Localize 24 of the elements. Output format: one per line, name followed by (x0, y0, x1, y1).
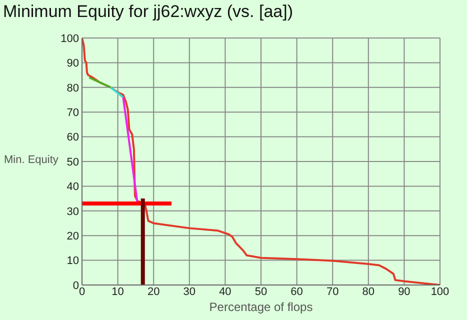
y-tick-label: 50 (66, 156, 79, 168)
y-tick-label: 30 (66, 206, 79, 218)
y-tick-label: 80 (66, 82, 79, 94)
y-tick-label: 40 (66, 181, 79, 194)
x-tick-label: 60 (290, 286, 303, 298)
y-tick-label: 10 (66, 255, 79, 268)
x-tick-label: 50 (254, 286, 268, 298)
y-tick-label: 20 (66, 230, 79, 243)
x-axis-title: Percentage of flops (208, 300, 314, 314)
x-tick-label: 40 (219, 286, 232, 298)
x-tick-label: 80 (362, 286, 375, 298)
x-tick-label: 10 (112, 286, 124, 298)
x-tick-label: 30 (183, 286, 196, 298)
line-series (82, 38, 440, 285)
x-tick-label: 100 (430, 286, 450, 298)
y-tick-label: 90 (66, 58, 79, 70)
y-tick-label: 70 (66, 107, 79, 120)
x-tick-label: 20 (147, 286, 160, 298)
chart-title: Minimum Equity for jj62:wxyz (vs. [aa]) (3, 2, 294, 22)
y-tick-label: 60 (66, 132, 79, 144)
y-axis-title: Min. Equity (4, 154, 58, 166)
y-tick-label: 100 (60, 32, 79, 45)
x-tick-label: 70 (326, 286, 339, 298)
x-tick-label: 90 (398, 286, 410, 298)
